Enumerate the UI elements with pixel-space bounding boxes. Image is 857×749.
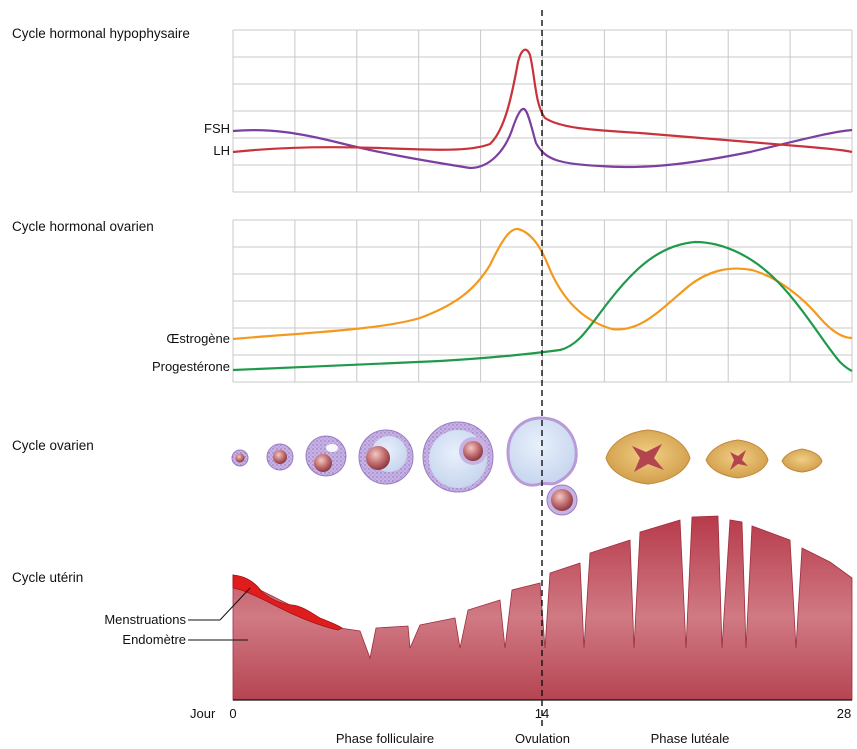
ovarian-hormone-section-title: Cycle hormonal ovarien (12, 219, 154, 234)
estrogen-label: Œstrogène (166, 331, 230, 346)
corpus-albicans (781, 448, 823, 473)
graafian-follicle (422, 421, 494, 493)
menstruation-pointer-diag (219, 587, 251, 621)
ovulation-phase-label: Ovulation (515, 731, 570, 746)
ovarian-section-title: Cycle ovarien (12, 438, 94, 453)
antral-follicle (358, 429, 414, 485)
lh-label: LH (213, 143, 230, 158)
pituitary-section-title: Cycle hormonal hypophysaire (12, 26, 190, 41)
ovarian-follicles (231, 416, 823, 516)
secondary-follicle (305, 435, 347, 477)
fsh-curve (232, 48, 853, 154)
uterine-section-title: Cycle utérin (12, 570, 84, 585)
menstruation-label: Menstruations (104, 612, 186, 627)
luteal-phase-label: Phase lutéale (650, 731, 730, 746)
corpus-luteum (605, 429, 691, 485)
progesterone-label: Progestérone (151, 359, 230, 374)
progesterone-curve (232, 240, 853, 372)
x-axis-label: Jour (190, 706, 216, 721)
primary-follicle (266, 443, 294, 471)
menstruation-layer (232, 574, 343, 631)
primordial-follicle (231, 449, 249, 467)
endometrium-label: Endomètre (122, 632, 186, 647)
endometrium-layer (232, 515, 853, 701)
tick-0: 0 (229, 706, 237, 721)
tick-28: 28 (836, 706, 852, 721)
corpus-luteum-regressing (705, 439, 769, 479)
follicular-phase-label: Phase folliculaire (335, 731, 435, 746)
tick-14: 14 (534, 706, 550, 721)
fsh-label: FSH (204, 121, 230, 136)
